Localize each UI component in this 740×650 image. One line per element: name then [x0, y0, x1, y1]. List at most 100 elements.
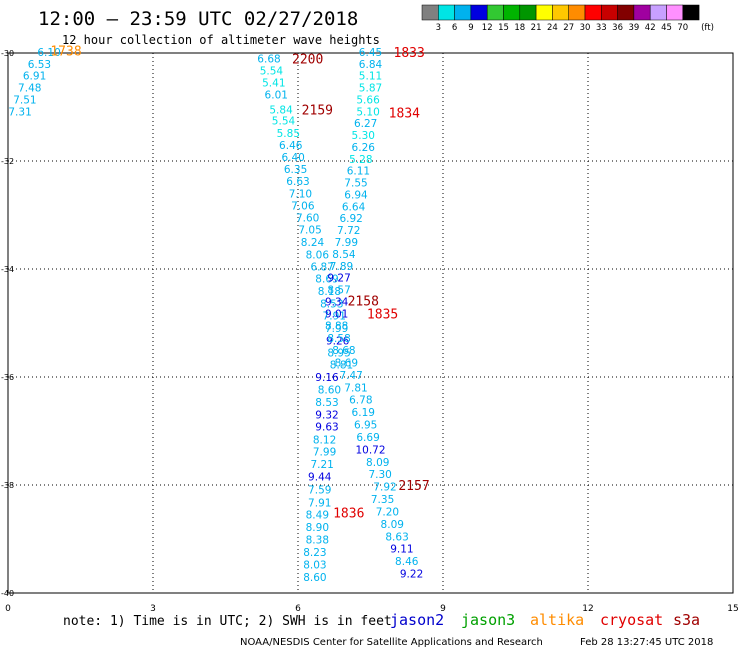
data-label-altika: 7.48	[18, 83, 41, 95]
data-label-cryosat: 7.92	[373, 482, 396, 494]
data-label-s3a: 7.59	[308, 484, 331, 496]
color-scale-tick: 3	[436, 23, 441, 33]
time-label: 1738	[50, 44, 81, 59]
x-tick-label: 9	[440, 604, 446, 614]
data-label-s3a: 8.18	[318, 286, 341, 298]
data-label-s3a: 8.49	[306, 510, 329, 522]
color-scale-tick: 18	[514, 23, 525, 33]
data-label-s3a: 8.60	[303, 572, 326, 584]
color-scale-tick: 9	[468, 23, 473, 33]
data-label-cryosat: 6.11	[347, 166, 370, 178]
data-label-s3a: 8.60	[318, 384, 341, 396]
chart-title: 12:00 – 23:59 UTC 02/27/2018	[38, 8, 359, 30]
time-label: 1835	[367, 307, 398, 322]
data-label-altika: 7.31	[8, 106, 31, 118]
time-label: 1834	[389, 106, 420, 121]
data-label-cryosat: 8.57	[327, 285, 350, 297]
data-label-cryosat: 6.64	[342, 201, 366, 213]
data-label-cryosat: 9.11	[390, 544, 413, 556]
data-label-s3a: 9.26	[326, 335, 350, 347]
data-label-s3a: 6.63	[286, 176, 309, 188]
time-label: 2200	[292, 52, 323, 67]
color-scale-swatch	[519, 4, 537, 21]
legend-altika: altika	[530, 611, 584, 629]
data-label-cryosat: 7.72	[337, 225, 360, 237]
color-scale-swatch	[470, 4, 488, 21]
data-label-cryosat: 6.69	[356, 432, 379, 444]
color-scale-tick: 36	[612, 23, 623, 33]
data-label-cryosat: 7.55	[344, 178, 367, 190]
data-label-cryosat: 9.34	[325, 296, 349, 308]
data-label-cryosat: 6.19	[352, 407, 375, 419]
data-label-cryosat: 8.58	[327, 333, 350, 345]
data-label-cryosat: 10.72	[355, 444, 385, 456]
data-label-cryosat: 5.10	[356, 106, 379, 118]
data-label-cryosat: 9.27	[327, 273, 350, 285]
data-label-cryosat: 7.81	[344, 382, 367, 394]
data-label-cryosat: 5.87	[359, 83, 382, 95]
data-label-s3a: 8.81	[330, 360, 353, 372]
data-label-s3a: 8.53	[320, 299, 343, 311]
data-label-cryosat: 5.11	[359, 71, 382, 83]
data-label-s3a: 7.06	[291, 200, 315, 212]
color-scale-swatch	[682, 4, 700, 21]
data-label-s3a: 8.23	[303, 547, 326, 559]
data-label-s3a: 6.40	[281, 152, 304, 164]
color-scale-tick: 39	[628, 23, 639, 33]
data-label-altika: 6.10	[37, 47, 60, 59]
x-tick-label: 12	[582, 604, 593, 614]
color-scale-tick: 27	[563, 23, 574, 33]
color-scale-tick: 24	[547, 23, 558, 33]
color-scale-tick: 6	[452, 23, 457, 33]
y-tick-label: -38	[1, 481, 14, 490]
data-label-cryosat: 8.54	[332, 249, 356, 261]
data-label-cryosat: 6.92	[339, 213, 362, 225]
data-label-s3a: 7.99	[325, 323, 348, 335]
data-label-cryosat: 8.46	[395, 556, 419, 568]
data-label-s3a: 5.41	[262, 78, 285, 90]
data-label-cryosat: 6.45	[359, 47, 382, 59]
data-label-cryosat: 7.47	[339, 370, 362, 382]
data-label-s3a: 7.10	[289, 188, 312, 200]
data-label-s3a: 8.69	[315, 274, 338, 286]
data-label-s3a: 6.68	[257, 53, 280, 65]
chart-subtitle: 12 hour collection of altimeter wave hei…	[62, 33, 380, 47]
y-tick-label: -32	[1, 157, 14, 166]
data-label-altika: 6.53	[28, 59, 51, 71]
y-tick-label: -34	[1, 265, 14, 274]
color-scale-swatch	[535, 4, 553, 21]
legend-jason3: jason3	[461, 611, 515, 629]
color-scale-tick: 42	[645, 23, 656, 33]
time-label: 1836	[333, 507, 364, 522]
footer-timestamp: Feb 28 13:27:45 UTC 2018	[580, 637, 713, 648]
color-scale-tick: 45	[661, 23, 672, 33]
color-scale-tick: 12	[482, 23, 493, 33]
data-label-s3a: 8.38	[306, 535, 329, 547]
data-label-cryosat: 5.28	[349, 154, 372, 166]
time-label: 2157	[398, 479, 429, 494]
color-scale-swatch	[503, 4, 521, 21]
data-label-s3a: 8.12	[313, 435, 336, 447]
color-scale-swatch	[552, 4, 569, 21]
y-tick-label: -36	[1, 373, 14, 382]
footer-credit: NOAA/NESDIS Center for Satellite Applica…	[240, 637, 543, 648]
data-label-s3a: 8.53	[315, 397, 338, 409]
data-label-s3a: 9.32	[315, 409, 338, 421]
data-label-s3a: 6.46	[279, 140, 303, 152]
data-label-cryosat: 8.63	[385, 531, 408, 543]
data-label-cryosat: 7.99	[335, 237, 358, 249]
data-label-cryosat: 7.20	[376, 506, 399, 518]
data-label-cryosat: 6.27	[354, 118, 377, 130]
data-label-s3a: 6.01	[265, 90, 288, 102]
data-label-cryosat: 7.30	[368, 469, 391, 481]
legend-s3a: s3a	[673, 611, 700, 629]
data-label-s3a: 8.90	[306, 522, 329, 534]
data-label-s3a: 5.84	[269, 105, 293, 117]
data-label-cryosat: 6.78	[349, 395, 372, 407]
data-label-s3a: 7.21	[310, 459, 333, 471]
data-label-s3a: 7.99	[313, 447, 336, 459]
color-scale-tick: 21	[531, 23, 542, 33]
x-tick-label: 6	[295, 604, 301, 614]
color-scale-swatch	[486, 4, 504, 21]
